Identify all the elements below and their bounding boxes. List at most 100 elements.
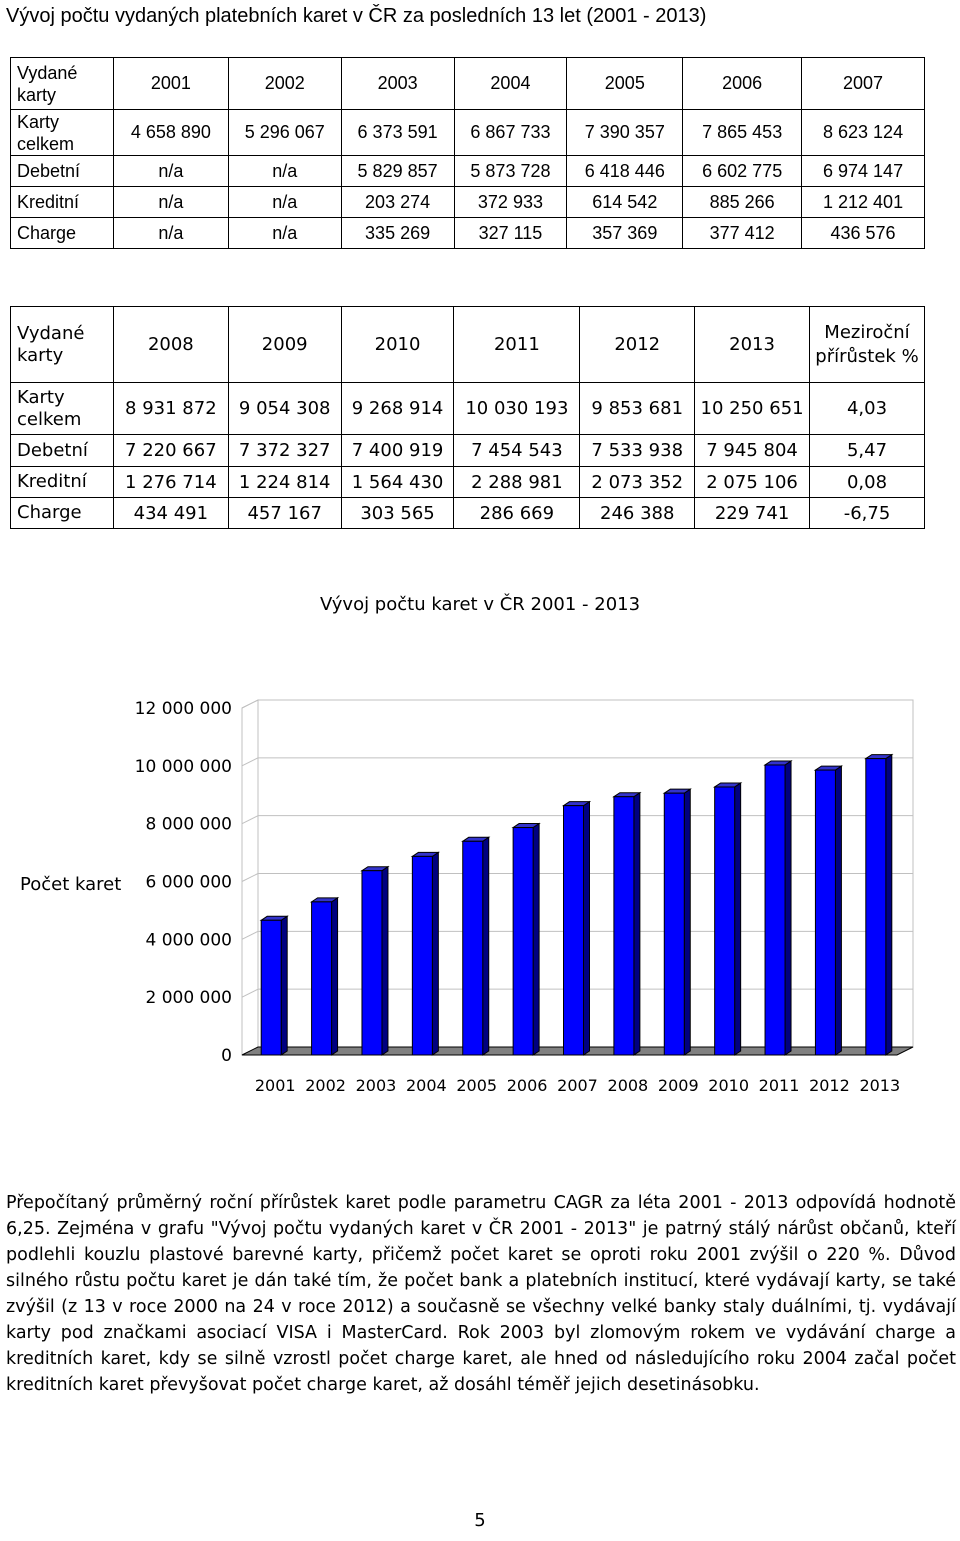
table-cell: 246 388 xyxy=(579,497,696,529)
table-cell: 9 853 681 xyxy=(579,382,696,435)
year-header: 2007 xyxy=(801,57,925,110)
x-tick-label: 2003 xyxy=(356,1076,397,1095)
table-cell: n/a xyxy=(227,155,342,187)
chart-bar-side xyxy=(683,788,691,1056)
row-label: Kreditní xyxy=(10,466,114,498)
table-cell: n/a xyxy=(112,155,229,187)
year-header: 2006 xyxy=(682,57,803,110)
x-tick-label: 2005 xyxy=(456,1076,497,1095)
table-cell: 7 454 543 xyxy=(453,434,581,467)
x-tick-label: 2004 xyxy=(406,1076,447,1095)
chart-bar-side xyxy=(633,791,641,1056)
chart-bar-front xyxy=(563,805,584,1056)
table-cell: 10 030 193 xyxy=(453,382,581,435)
table-cell: 7 945 804 xyxy=(694,434,810,467)
gridline xyxy=(241,699,259,709)
chart-bar xyxy=(713,782,743,1056)
chart-x-ticks: 2001 2002 2003 2004 2005 2006 2007 2008 2009 2010… xyxy=(255,1076,900,1095)
table-cell: 8 931 872 xyxy=(112,382,229,435)
header-label: Vydané karty xyxy=(10,306,114,383)
table-cell: 1 564 430 xyxy=(340,466,455,498)
table-cell: 286 669 xyxy=(453,497,581,529)
chart-bar-front xyxy=(361,870,383,1056)
table-cell: 229 741 xyxy=(694,497,810,529)
year-header: 2011 xyxy=(453,306,581,383)
table-cell: 335 269 xyxy=(340,217,455,249)
chart-bars xyxy=(259,753,894,1056)
gridline xyxy=(241,873,259,882)
year-header: 2004 xyxy=(453,57,568,110)
x-tick-label: 2002 xyxy=(305,1076,346,1095)
table-row: Kreditní n/a n/a 203 274 372 933 614 542… xyxy=(10,186,925,218)
table-row: Karty celkem 8 931 872 9 054 308 9 268 9… xyxy=(10,382,926,435)
table-cell: n/a xyxy=(227,217,342,249)
chart-bar-front xyxy=(764,764,786,1056)
table-cell: n/a xyxy=(227,186,342,218)
table-cell: 7 220 667 xyxy=(112,434,229,467)
table-cell: 457 167 xyxy=(227,497,342,529)
chart-bar-front xyxy=(411,855,433,1056)
chart-bar-front xyxy=(814,769,836,1056)
year-header: 2005 xyxy=(566,57,684,110)
x-tick-label: 2012 xyxy=(809,1076,850,1095)
table-row: Charge n/a n/a 335 269 327 115 357 369 3… xyxy=(10,217,925,249)
document-title: Vývoj počtu vydaných platebních karet v … xyxy=(6,5,707,27)
table-cell: 7 865 453 xyxy=(682,109,803,156)
table-cell: 614 542 xyxy=(566,186,684,218)
table-cell: 372 933 xyxy=(453,186,568,218)
chart-bar xyxy=(662,788,692,1056)
row-label: Charge xyxy=(10,497,114,529)
chart-bar-front xyxy=(260,919,282,1056)
chart-bar xyxy=(511,822,541,1056)
table-cell: 9 054 308 xyxy=(227,382,342,435)
chart-title: Vývoj počtu karet v ČR 2001 - 2013 xyxy=(319,594,641,615)
chart-bar-side xyxy=(482,836,490,1056)
table-cell: 434 491 xyxy=(112,497,229,529)
table-cell: 4 658 890 xyxy=(112,109,229,156)
y-tick-label: 12 000 000 xyxy=(135,699,232,719)
chart-y-ticks: 0 2 000 000 4 000 000 6 000 000 8 000 000 10 … xyxy=(135,699,232,1066)
table-row: Debetní 7 220 667 7 372 327 7 400 919 7 … xyxy=(10,434,926,467)
row-label: Kreditní xyxy=(10,186,114,218)
y-tick-label: 4 000 000 xyxy=(145,930,232,950)
table-header-row: Vydané karty 2001 2002 2003 2004 2005 20… xyxy=(10,57,925,110)
table-cell: 6 867 733 xyxy=(453,109,568,156)
y-tick-label: 2 000 000 xyxy=(145,988,232,1008)
x-tick-label: 2001 xyxy=(255,1076,296,1095)
table-row: Charge 434 491 457 167 303 565 286 669 2… xyxy=(10,497,926,529)
chart-bar-side xyxy=(381,865,389,1056)
table-cell: 5 873 728 xyxy=(453,155,568,187)
table-cell: 436 576 xyxy=(801,217,925,249)
table-row: Debetní n/a n/a 5 829 857 5 873 728 6 41… xyxy=(10,155,925,187)
chart-bar-front xyxy=(865,758,887,1056)
y-tick-label: 6 000 000 xyxy=(145,873,232,893)
row-label: Debetní xyxy=(10,434,114,467)
growth-header: Meziroční přírůstek % xyxy=(808,306,926,383)
chart-bar-front xyxy=(613,796,635,1056)
table-cell: 7 533 938 xyxy=(579,434,696,467)
table-cell: 5 296 067 xyxy=(227,109,342,156)
gridline xyxy=(241,988,259,998)
table-cell: 5 829 857 xyxy=(340,155,455,187)
table-cell: 377 412 xyxy=(682,217,803,249)
table-cell: 2 075 106 xyxy=(694,466,810,498)
table-cell: 8 623 124 xyxy=(801,109,925,156)
table-header-row: Vydané karty 2008 2009 2010 2011 2012 20… xyxy=(10,306,926,383)
chart-bar xyxy=(410,851,440,1056)
chart-bar-side xyxy=(734,782,742,1056)
chart-bar-front xyxy=(714,786,736,1056)
y-axis-label: Počet karet xyxy=(20,874,121,895)
table-cell: 2 073 352 xyxy=(579,466,696,498)
table-cell: n/a xyxy=(112,217,229,249)
page-number: 5 xyxy=(474,1510,486,1531)
table-cell: 1 276 714 xyxy=(112,466,229,498)
header-label: Vydané karty xyxy=(10,57,114,110)
body-paragraph: Přepočítaný průměrný roční přírůstek kar… xyxy=(6,1193,956,1395)
gridline xyxy=(241,930,259,940)
x-tick-label: 2010 xyxy=(708,1076,749,1095)
year-header: 2001 xyxy=(112,57,229,110)
row-label: Debetní xyxy=(10,155,114,187)
table-cell: 327 115 xyxy=(453,217,568,249)
year-header: 2013 xyxy=(694,306,810,383)
year-header: 2012 xyxy=(579,306,696,383)
